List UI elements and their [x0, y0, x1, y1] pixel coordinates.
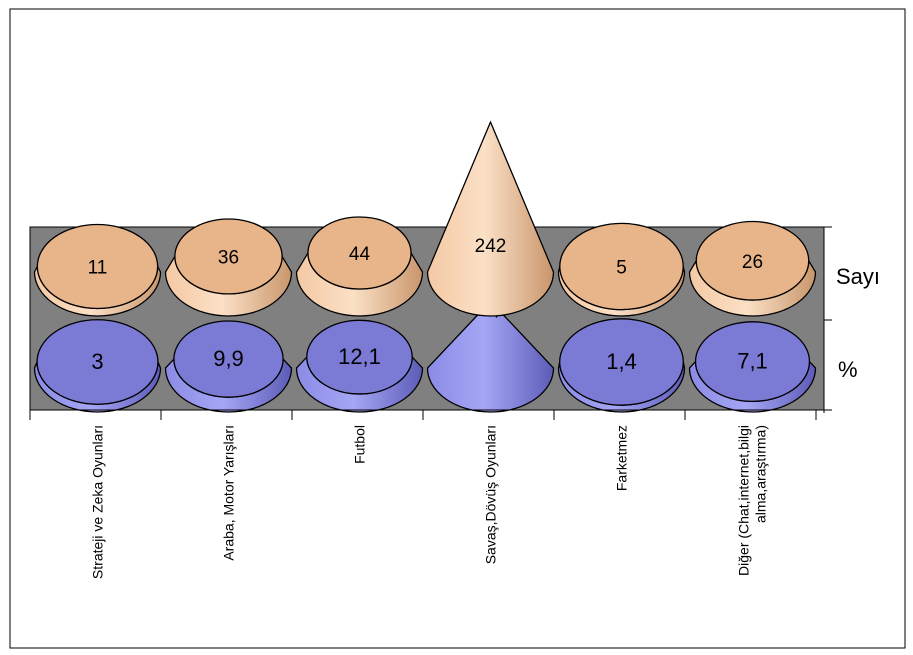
x-tick-label: Farketmez — [614, 425, 630, 491]
cone-top — [36, 319, 159, 405]
data-label: 3 — [91, 349, 103, 374]
data-label: 11 — [88, 258, 108, 279]
cone-mark: 5 — [557, 222, 686, 317]
x-axis: Strateji ve Zeka Oyunları Araba, Motor Ya… — [29, 409, 824, 579]
data-label: 26 — [742, 252, 763, 273]
cone-mark: 44 — [295, 216, 424, 317]
cone-mark: 11 — [33, 223, 162, 317]
data-label: 44 — [349, 244, 371, 265]
cone-top — [174, 218, 283, 295]
cone-side — [426, 120, 555, 317]
legend-label: Sayı — [836, 264, 880, 289]
x-tick-label: Araba, Motor Yarışları — [221, 425, 237, 561]
cone-top — [307, 216, 412, 290]
data-label: 5 — [616, 258, 627, 279]
data-label: 1,4 — [606, 349, 637, 374]
cone-top — [559, 222, 684, 311]
cone-mark: 242 — [426, 120, 555, 317]
cone-top — [695, 220, 810, 301]
data-label: 9,9 — [213, 346, 244, 371]
x-tick-label: Savaş,Dövüş Oyunları — [483, 425, 499, 564]
cone-top — [36, 223, 159, 310]
x-tick-label: Futbol — [352, 425, 368, 464]
cone-mark: 1,4 — [557, 318, 686, 413]
cone-top — [306, 319, 413, 395]
data-label: 12,1 — [338, 344, 381, 369]
legend-label: % — [838, 357, 858, 382]
cone-mark: 3 — [33, 319, 162, 413]
cone-mark: 36 — [164, 218, 293, 317]
cone-mark: 12,1 — [295, 319, 424, 413]
data-label: 7,1 — [737, 349, 768, 374]
data-label: 36 — [218, 247, 239, 268]
cone-mark: 26 — [688, 220, 817, 317]
cone-mark: 9,9 — [164, 320, 293, 413]
cone-top — [694, 321, 811, 403]
x-tick-label: Strateji ve Zeka Oyunları — [90, 425, 106, 579]
series-legend: Sayı% — [836, 264, 880, 382]
cone-mark: 7,1 — [688, 321, 817, 413]
cone-top — [559, 318, 684, 406]
cone-top — [173, 320, 284, 398]
x-tick-label: Diğer (Chat,internet,bilgialma,araştırma… — [736, 425, 769, 576]
data-label: 242 — [475, 236, 507, 257]
